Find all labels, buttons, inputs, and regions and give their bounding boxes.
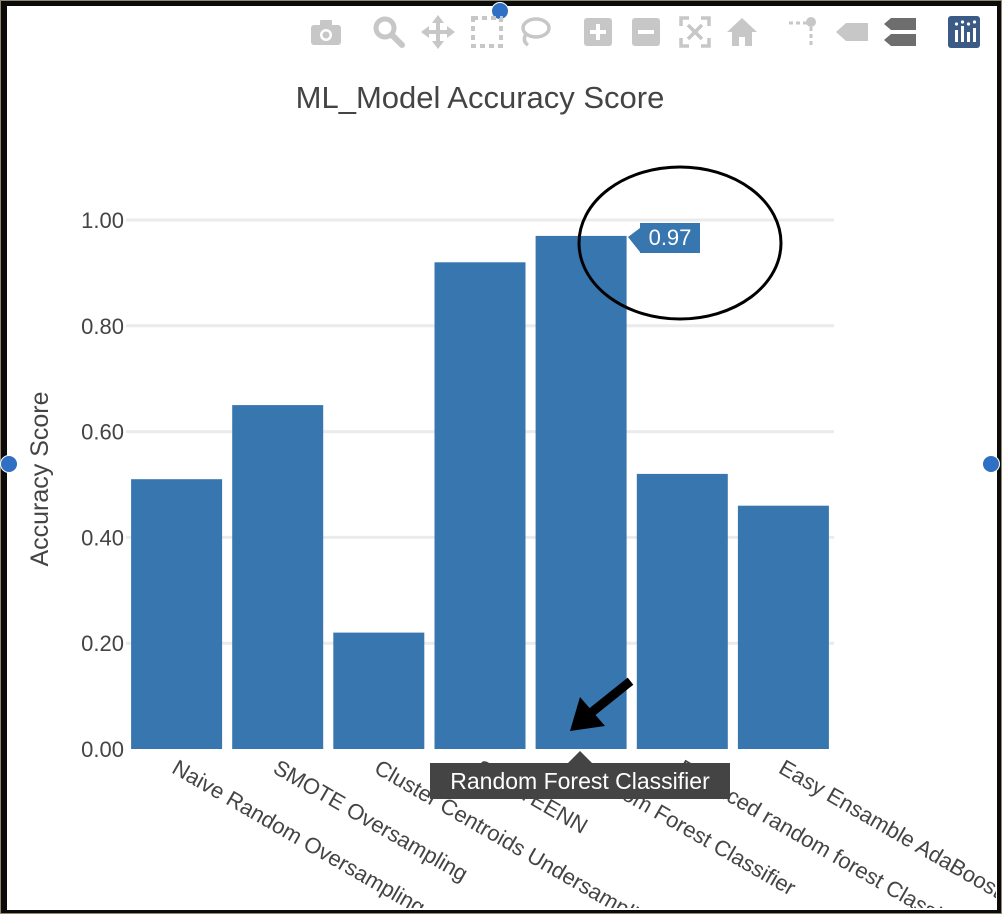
y-tick-label: 0.80 [81, 314, 124, 339]
bar[interactable] [434, 262, 526, 749]
camera-icon[interactable] [308, 14, 344, 50]
y-tick-label: 0.20 [81, 631, 124, 656]
zoom-out-icon[interactable] [628, 14, 664, 50]
hover-label: Random Forest Classifier [430, 763, 730, 799]
zoom-in-icon[interactable] [580, 14, 616, 50]
bar[interactable] [636, 473, 728, 749]
resize-handle-right[interactable] [982, 455, 1000, 473]
bar[interactable] [535, 235, 627, 749]
modebar [0, 14, 1002, 54]
lasso-select-icon[interactable] [516, 14, 552, 50]
zoom-icon[interactable] [370, 14, 406, 50]
annotation-arrow [570, 677, 634, 731]
bars [131, 235, 829, 749]
bar[interactable] [232, 405, 324, 749]
y-axis-label: Accuracy Score [26, 391, 54, 566]
pan-icon[interactable] [420, 14, 456, 50]
chart-title: ML_Model Accuracy Score [296, 80, 665, 115]
bar[interactable] [131, 479, 223, 749]
hover-compare-icon[interactable] [882, 14, 918, 50]
y-tick-label: 1.00 [81, 208, 124, 233]
bar[interactable] [737, 505, 829, 749]
y-axis-ticks: 0.00 0.20 0.40 0.60 0.80 1.00 [81, 208, 124, 762]
plotly-logo-icon[interactable] [946, 14, 982, 50]
reset-axes-icon[interactable] [724, 14, 760, 50]
bar[interactable] [333, 632, 425, 749]
y-tick-label: 0.60 [81, 420, 124, 445]
hover-label-pointer [568, 751, 592, 763]
y-tick-label: 0.40 [81, 525, 124, 550]
y-tick-label: 0.00 [81, 737, 124, 762]
resize-handle-left[interactable] [0, 455, 18, 473]
autoscale-icon[interactable] [677, 14, 713, 50]
box-select-icon[interactable] [469, 14, 505, 50]
spike-lines-icon[interactable] [786, 14, 822, 50]
value-tooltip: 0.97 [628, 223, 700, 253]
annotation-circle [577, 165, 783, 321]
hover-closest-icon[interactable] [834, 14, 870, 50]
value-tooltip-text: 0.97 [649, 225, 692, 250]
